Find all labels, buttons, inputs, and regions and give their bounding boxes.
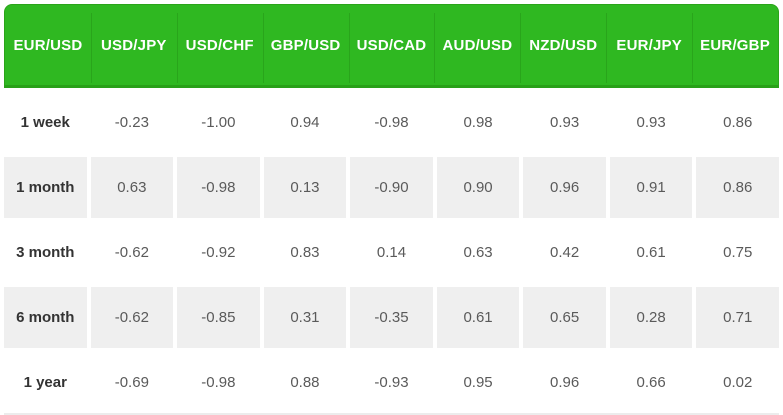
value-cell: -0.62 [114,244,149,261]
header-cell-eur-jpy[interactable]: EUR/JPY [606,5,692,85]
value-cell: -0.62 [90,285,174,350]
table-row-1-year: 1 year -0.69 -0.98 0.88 -0.93 0.95 0.96 … [0,350,783,415]
table-row-1-week: 1 week -0.23 -1.00 0.94 -0.98 0.98 0.93 … [0,90,783,155]
header-cell-usd-cad[interactable]: USD/CAD [348,5,435,85]
table-row-1-month: 1 month 0.63 -0.98 0.13 -0.90 0.90 0.96 … [0,155,783,220]
value-cell: 0.31 [263,285,347,350]
correlation-table-body: 1 week -0.23 -1.00 0.94 -0.98 0.98 0.93 … [0,90,783,415]
value-cell: 0.83 [290,244,320,261]
value-cell: 0.98 [463,114,493,131]
value-cell: -0.85 [177,285,260,350]
value-cell: -0.93 [374,374,409,391]
header-cell-gbp-usd[interactable]: GBP/USD [262,5,349,85]
row-label: 1 week [20,114,70,131]
value-cell: 0.86 [696,155,779,220]
value-cell: -0.90 [350,155,433,220]
value-cell: 0.86 [723,114,753,131]
value-cell: 0.42 [550,244,580,261]
value-cell: 0.94 [290,114,320,131]
value-cell: -0.69 [114,374,149,391]
header-cell-usd-chf[interactable]: USD/CHF [176,5,263,85]
row-label: 1 month [4,155,87,220]
value-cell: 0.63 [90,155,174,220]
value-cell: 0.63 [463,244,493,261]
value-cell: 0.90 [436,155,520,220]
value-cell: -0.98 [177,155,260,220]
value-cell: 0.88 [290,374,320,391]
correlation-table-header: EUR/USD USD/JPY USD/CHF GBP/USD USD/CAD … [4,4,779,88]
header-cell-nzd-usd[interactable]: NZD/USD [520,5,606,85]
value-cell: -0.98 [201,374,236,391]
value-cell: -0.35 [350,285,433,350]
value-cell: -0.92 [201,244,236,261]
value-cell: 0.28 [609,285,693,350]
value-cell: -1.00 [201,114,236,131]
value-cell: 0.96 [523,155,606,220]
table-row-6-month: 6 month -0.62 -0.85 0.31 -0.35 0.61 0.65… [0,285,783,350]
value-cell: 0.02 [723,374,753,391]
value-cell: 0.61 [636,244,666,261]
value-cell: 0.65 [523,285,606,350]
value-cell: 0.66 [636,374,666,391]
value-cell: -0.98 [374,114,409,131]
value-cell: -0.23 [114,114,149,131]
header-cell-eur-usd[interactable]: EUR/USD [13,36,83,54]
value-cell: 0.71 [696,285,779,350]
value-cell: 0.14 [376,244,407,261]
value-cell: 0.93 [636,114,666,131]
value-cell: 0.13 [263,155,347,220]
row-label: 3 month [16,244,75,261]
value-cell: 0.93 [550,114,580,131]
value-cell: 0.61 [436,285,520,350]
header-cell-usd-jpy[interactable]: USD/JPY [90,5,177,85]
value-cell: 0.75 [723,244,753,261]
row-label: 6 month [4,285,87,350]
value-cell: 0.91 [609,155,693,220]
header-cell-aud-usd[interactable]: AUD/USD [434,5,520,85]
table-row-3-month: 3 month -0.62 -0.92 0.83 0.14 0.63 0.42 … [0,220,783,285]
table-bottom-divider [4,413,779,415]
value-cell: 0.96 [550,374,580,391]
header-cell-eur-gbp[interactable]: EUR/GBP [692,5,778,85]
value-cell: 0.95 [463,374,493,391]
row-label: 1 year [23,374,67,391]
